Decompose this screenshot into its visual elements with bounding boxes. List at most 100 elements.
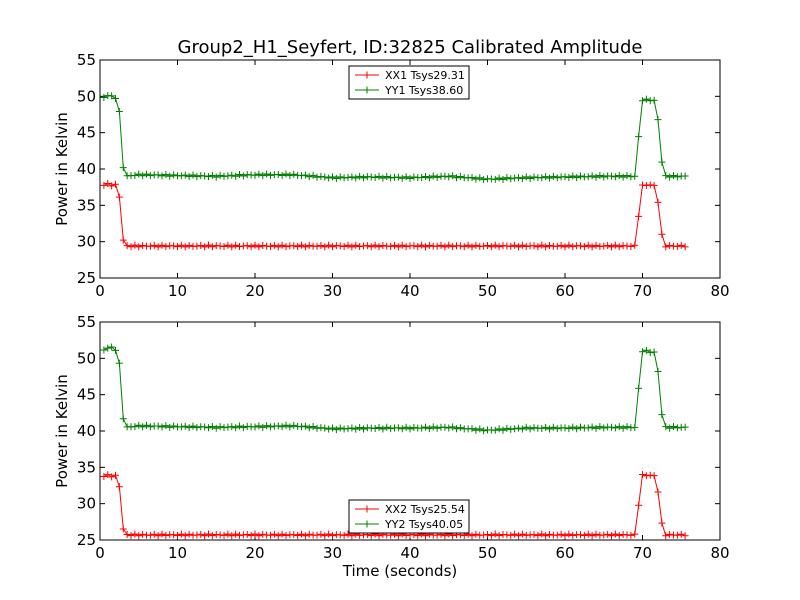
data-point	[604, 242, 612, 250]
data-point	[212, 424, 220, 432]
data-point	[383, 173, 391, 180]
data-point	[592, 173, 600, 181]
data-point	[441, 423, 449, 431]
data-point	[611, 530, 619, 538]
data-point	[139, 530, 147, 538]
data-point	[379, 425, 387, 433]
data-point	[243, 242, 251, 250]
data-point	[480, 427, 488, 435]
x-tick-label: 20	[245, 282, 264, 300]
data-point	[422, 423, 429, 431]
y-tick-label: 35	[77, 458, 96, 476]
x-axis-label: Time (seconds)	[342, 562, 458, 580]
x-tick-label: 10	[168, 282, 187, 300]
data-point	[290, 531, 298, 539]
data-point	[518, 175, 526, 183]
data-point	[522, 243, 530, 251]
data-point	[600, 173, 608, 181]
data-point	[154, 171, 162, 179]
data-point	[526, 425, 534, 433]
data-point	[348, 173, 356, 181]
data-point	[631, 423, 639, 431]
data-point	[143, 170, 150, 178]
data-point	[298, 241, 305, 249]
data-point	[546, 530, 553, 538]
data-point	[530, 424, 538, 432]
data-point	[309, 171, 317, 179]
data-point	[146, 172, 154, 180]
data-point	[278, 530, 286, 538]
data-point	[642, 472, 650, 480]
data-point	[201, 243, 209, 251]
data-point	[290, 170, 298, 178]
data-point	[518, 530, 526, 538]
data-point	[255, 532, 263, 540]
data-point	[615, 243, 623, 251]
data-point	[623, 172, 631, 180]
data-point	[154, 243, 162, 251]
data-point	[119, 236, 127, 244]
data-point	[189, 171, 197, 179]
data-point	[321, 424, 329, 432]
data-point	[662, 172, 670, 180]
data-point	[193, 173, 201, 181]
data-point	[456, 424, 464, 432]
data-point	[336, 242, 344, 250]
data-point	[100, 472, 108, 480]
data-point	[398, 174, 406, 182]
data-point	[305, 241, 313, 249]
y-axis-label: Power in Kelvin	[53, 374, 71, 488]
data-point	[418, 424, 426, 432]
data-point	[146, 531, 154, 539]
data-point	[166, 423, 174, 431]
data-point	[491, 426, 499, 434]
data-point	[325, 241, 333, 249]
data-point	[360, 174, 367, 182]
data-point	[267, 423, 274, 431]
data-point	[553, 242, 561, 250]
data-point	[530, 173, 538, 181]
data-point	[313, 242, 321, 250]
data-point	[611, 424, 619, 432]
data-point	[553, 531, 561, 539]
data-point	[154, 422, 162, 430]
data-point	[468, 173, 476, 181]
data-point	[542, 243, 550, 251]
data-point	[216, 531, 224, 539]
data-point	[577, 531, 584, 539]
data-point	[375, 172, 383, 180]
data-point	[662, 243, 670, 251]
data-point	[433, 242, 441, 250]
data-point	[425, 425, 433, 433]
data-point	[433, 424, 441, 432]
data-point	[608, 243, 615, 251]
data-point	[565, 241, 573, 249]
data-point	[445, 173, 453, 181]
data-point	[619, 424, 627, 432]
data-point	[615, 423, 623, 431]
data-point	[267, 531, 274, 539]
data-point	[170, 531, 178, 539]
data-point	[224, 241, 232, 249]
data-point	[639, 181, 646, 189]
data-point	[274, 422, 282, 430]
data-point	[220, 531, 228, 539]
data-point	[503, 174, 511, 182]
data-point	[367, 243, 375, 251]
data-point	[406, 425, 414, 433]
data-point	[569, 172, 577, 180]
data-point	[433, 173, 441, 181]
data-point	[515, 243, 522, 251]
y-tick-label: 50	[77, 87, 96, 105]
data-point	[263, 422, 271, 430]
data-point	[104, 180, 112, 188]
data-point	[282, 243, 290, 251]
data-point	[557, 241, 565, 249]
data-point	[557, 530, 565, 538]
x-tick-label: 30	[323, 282, 342, 300]
data-point	[208, 171, 216, 179]
data-point	[402, 243, 410, 251]
data-point	[662, 423, 670, 431]
data-point	[580, 243, 588, 251]
